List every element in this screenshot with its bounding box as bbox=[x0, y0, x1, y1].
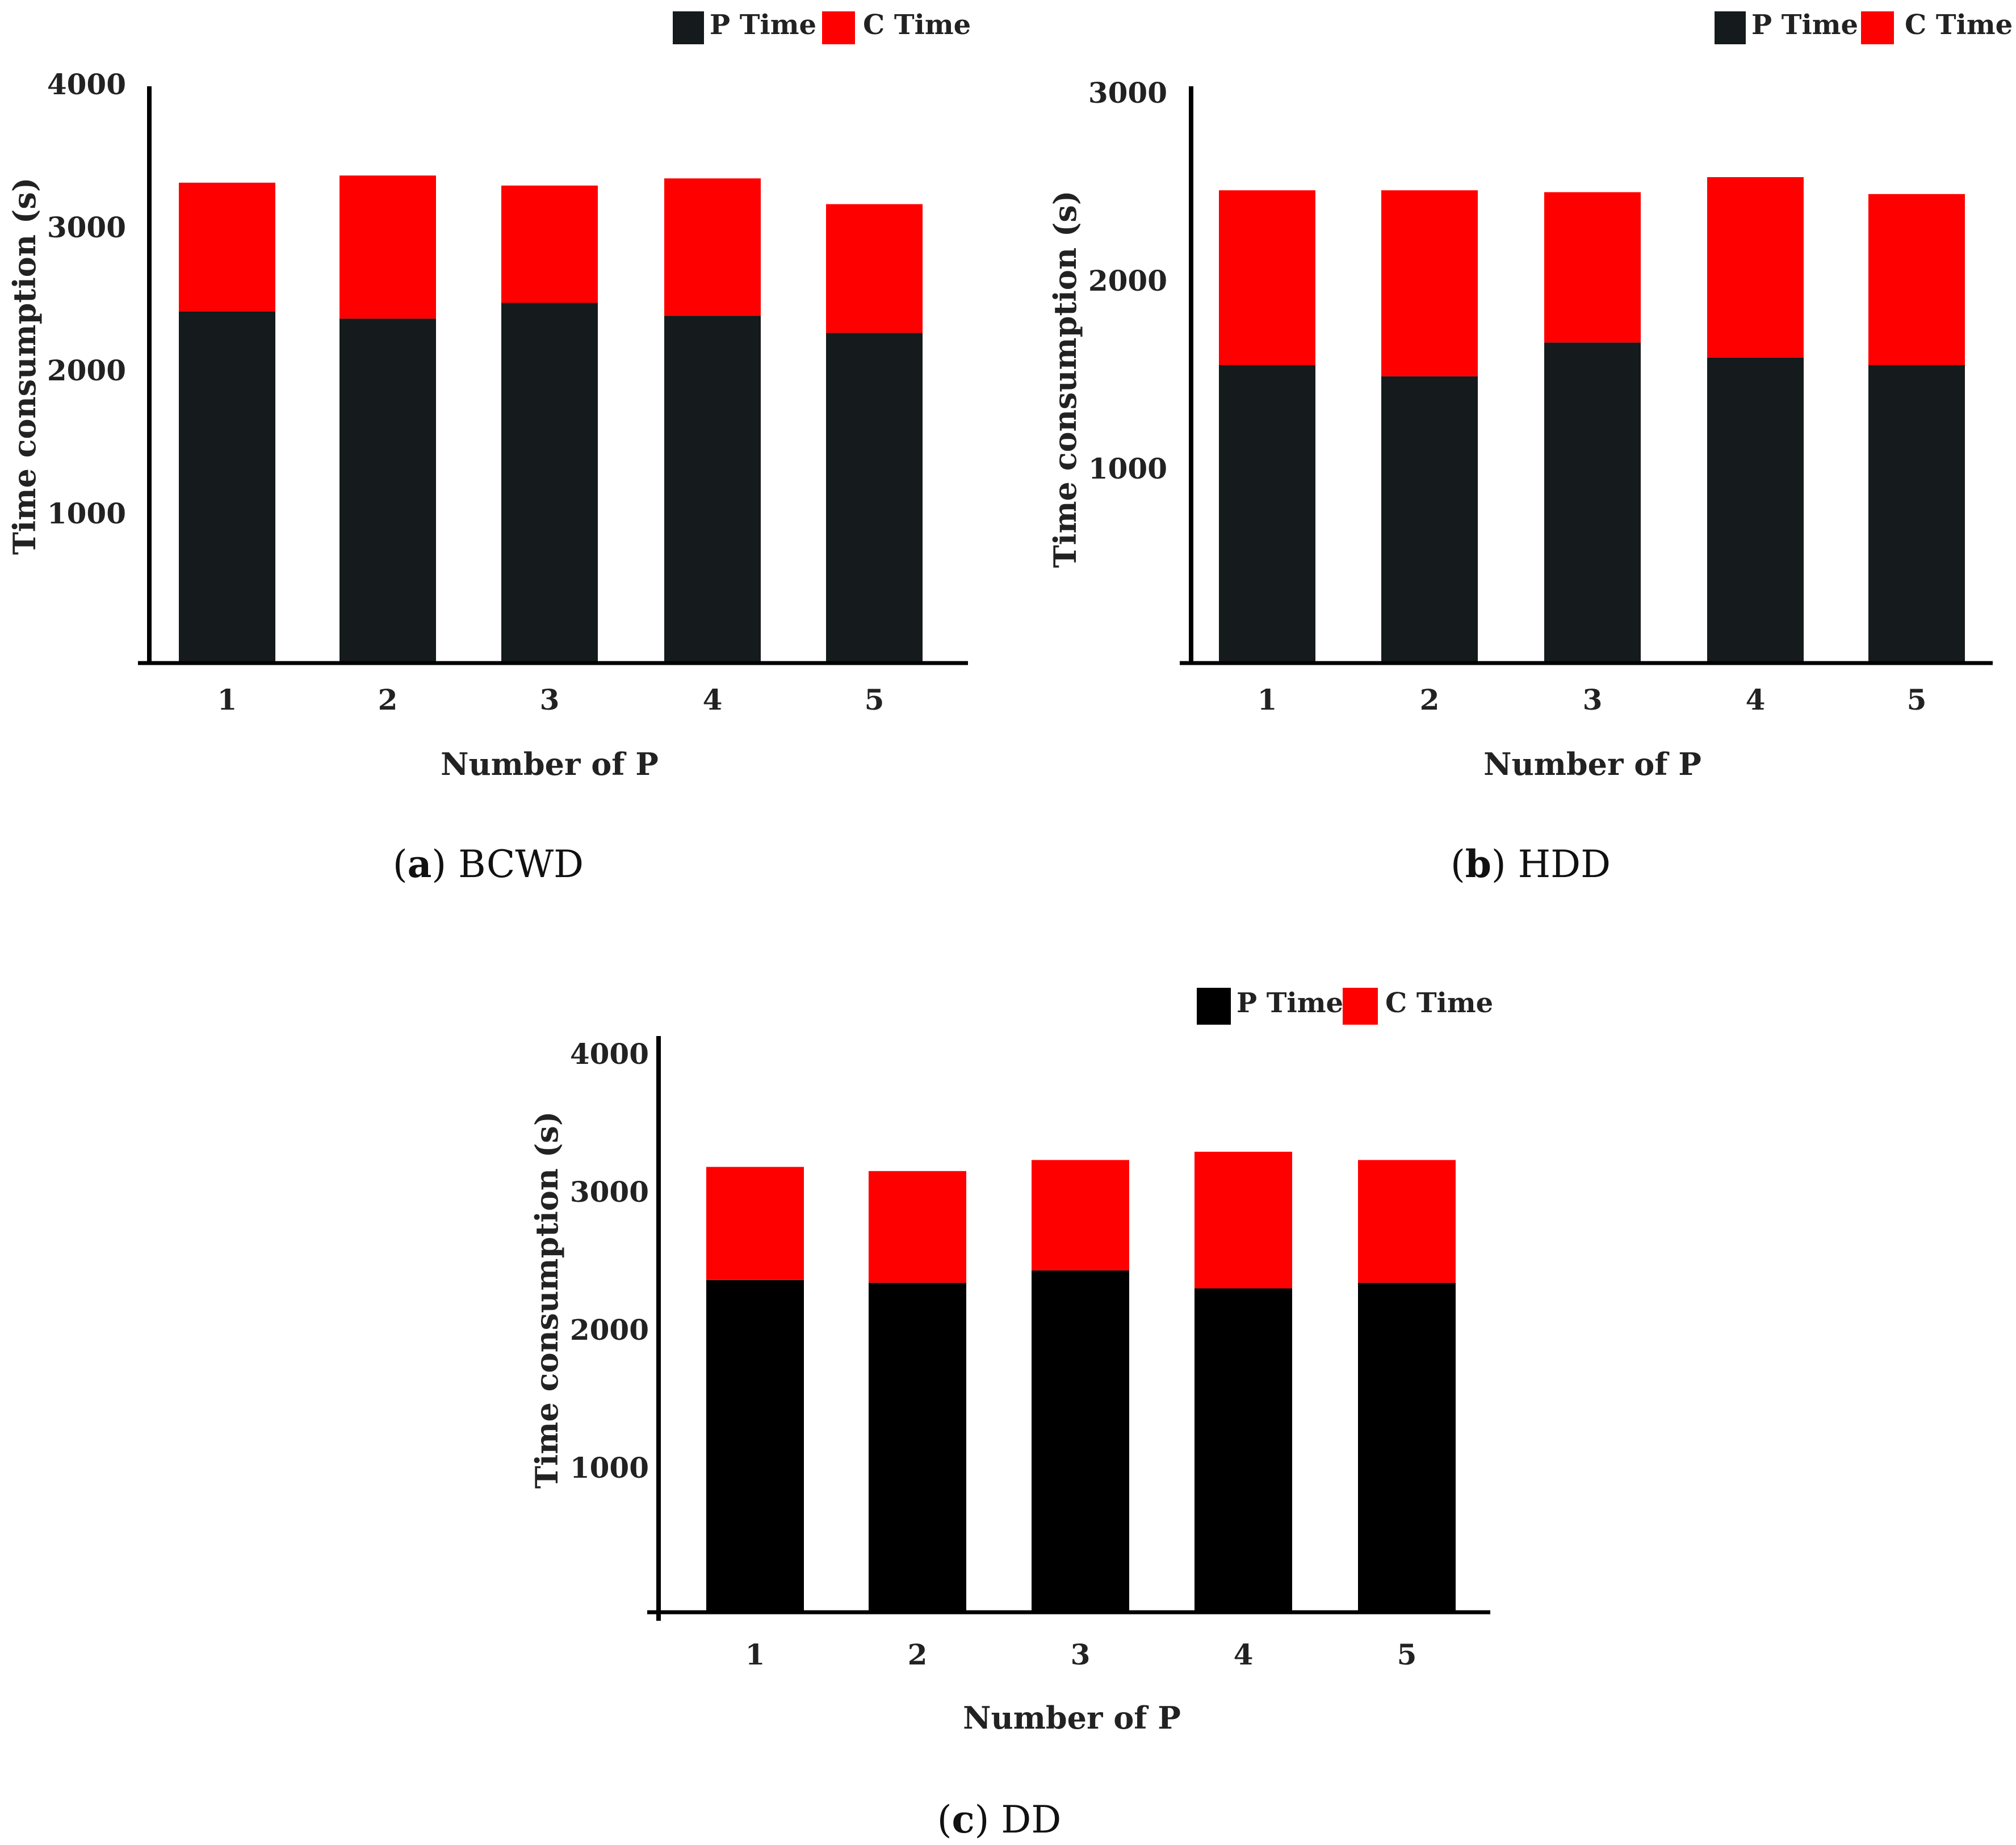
chart-c-x-tick-3: 3 bbox=[1071, 1638, 1091, 1671]
chart-c-bar-p-5 bbox=[1358, 1282, 1456, 1611]
chart-b-bar-p-2 bbox=[1381, 376, 1478, 662]
chart-b-y-tick-1000: 1000 bbox=[1088, 452, 1167, 485]
chart-a-bar-p-4 bbox=[664, 316, 761, 662]
chart-c-caption: (c) DD bbox=[937, 1797, 1062, 1842]
chart-a-legend-swatch-c bbox=[822, 11, 855, 44]
chart-c-y-tick-4000: 4000 bbox=[570, 1037, 649, 1071]
chart-a-x-tick-3: 3 bbox=[540, 683, 560, 716]
chart-a-y-tick-2000: 2000 bbox=[47, 354, 126, 387]
chart-a-legend-swatch-p bbox=[673, 11, 704, 44]
chart-a-x-tick-5: 5 bbox=[865, 683, 885, 716]
chart-b-x-tick-5: 5 bbox=[1907, 683, 1927, 716]
chart-c-bar-p-3 bbox=[1032, 1270, 1129, 1611]
chart-b-x-tick-3: 3 bbox=[1583, 683, 1603, 716]
chart-a-bar-c-3 bbox=[501, 185, 598, 303]
chart-b-bar-p-5 bbox=[1868, 365, 1965, 662]
chart-a-bar-c-4 bbox=[664, 178, 761, 316]
chart-c-y-tick-2000: 2000 bbox=[570, 1313, 649, 1347]
chart-a-bar-p-2 bbox=[340, 318, 436, 662]
chart-b-legend-label-p: P Time bbox=[1751, 9, 1858, 41]
chart-c-legend-label-c: C Time bbox=[1385, 987, 1493, 1019]
chart-a-x-ticks: 1 2 3 4 5 bbox=[217, 683, 885, 716]
chart-c-x-ticks: 1 2 3 4 5 bbox=[745, 1638, 1417, 1671]
chart-b-caption: (b) HDD bbox=[1451, 842, 1611, 886]
chart-b-x-tick-2: 2 bbox=[1420, 683, 1440, 716]
chart-c-y-tick-3000: 3000 bbox=[570, 1175, 649, 1209]
chart-a-x-tick-2: 2 bbox=[378, 683, 398, 716]
chart-b-x-tick-4: 4 bbox=[1746, 683, 1766, 716]
chart-b-bar-p-1 bbox=[1219, 365, 1315, 662]
chart-b-hdd: P Time C Time 1000 2000 3000 1 2 3 4 5 Time co… bbox=[1047, 9, 2013, 886]
chart-c-x-tick-5: 5 bbox=[1397, 1638, 1417, 1671]
chart-b-x-tick-1: 1 bbox=[1258, 683, 1277, 716]
chart-c-x-tick-2: 2 bbox=[908, 1638, 928, 1671]
chart-c-y-ticks: 1000 2000 3000 4000 bbox=[570, 1037, 649, 1485]
chart-b-caption-letter: b bbox=[1465, 842, 1491, 886]
chart-a-y-tick-1000: 1000 bbox=[47, 497, 126, 530]
chart-c-bars bbox=[706, 1151, 1456, 1611]
chart-c-y-label: Time consumption (s) bbox=[529, 1112, 565, 1489]
chart-a-y-tick-3000: 3000 bbox=[47, 211, 126, 244]
chart-c-y-tick-1000: 1000 bbox=[570, 1451, 649, 1485]
chart-b-caption-text: HDD bbox=[1518, 842, 1611, 886]
chart-b-y-ticks: 1000 2000 3000 bbox=[1088, 76, 1167, 485]
chart-a-caption-letter: a bbox=[408, 842, 432, 886]
chart-c-bar-c-5 bbox=[1358, 1160, 1456, 1283]
chart-c-legend-swatch-c bbox=[1343, 988, 1378, 1025]
chart-a-bars bbox=[179, 175, 923, 662]
chart-c-bar-p-2 bbox=[869, 1282, 966, 1611]
chart-a-y-ticks: 1000 2000 3000 4000 bbox=[47, 68, 126, 530]
chart-b-legend-swatch-c bbox=[1861, 11, 1894, 44]
chart-a-bar-c-5 bbox=[826, 204, 923, 333]
chart-c-bar-p-1 bbox=[706, 1280, 804, 1611]
chart-a-bar-p-5 bbox=[826, 333, 923, 662]
chart-a-bar-p-1 bbox=[179, 311, 275, 662]
chart-a-x-tick-1: 1 bbox=[217, 683, 237, 716]
chart-b-bars bbox=[1219, 177, 1965, 662]
chart-a-bar-p-3 bbox=[501, 303, 598, 662]
chart-a-y-tick-4000: 4000 bbox=[47, 68, 126, 101]
chart-b-bar-c-2 bbox=[1381, 190, 1478, 376]
chart-b-bar-c-3 bbox=[1544, 192, 1641, 343]
chart-b-legend-label-c: C Time bbox=[1905, 9, 2013, 41]
chart-c-legend-label-p: P Time bbox=[1237, 987, 1343, 1019]
chart-c-caption-text: DD bbox=[1001, 1798, 1061, 1842]
chart-a-legend-label-c: C Time bbox=[863, 9, 971, 41]
chart-b-y-label: Time consumption (s) bbox=[1047, 191, 1083, 568]
chart-a-bcwd: P Time C Time 1000 2000 3000 4000 1 2 3 4 5 Tim… bbox=[6, 9, 971, 886]
chart-b-y-tick-3000: 3000 bbox=[1088, 76, 1167, 110]
chart-b-bar-p-3 bbox=[1544, 342, 1641, 662]
chart-c-bar-c-3 bbox=[1032, 1160, 1129, 1270]
chart-a-y-label: Time consumption (s) bbox=[6, 178, 43, 555]
chart-c-bar-c-4 bbox=[1194, 1151, 1292, 1289]
chart-a-legend: P Time C Time bbox=[673, 9, 971, 44]
chart-b-x-ticks: 1 2 3 4 5 bbox=[1258, 683, 1927, 716]
chart-c-x-tick-4: 4 bbox=[1234, 1638, 1254, 1671]
chart-b-bar-c-1 bbox=[1219, 190, 1315, 366]
chart-c-bar-p-4 bbox=[1194, 1288, 1292, 1611]
chart-b-bar-p-4 bbox=[1707, 357, 1804, 662]
chart-c-dd: P Time C Time 1000 2000 3000 4000 1 2 3 4 5 Tim… bbox=[529, 987, 1493, 1842]
chart-a-x-label: Number of P bbox=[441, 746, 659, 782]
chart-a-caption-text: BCWD bbox=[458, 842, 584, 886]
chart-b-y-tick-2000: 2000 bbox=[1088, 264, 1167, 297]
chart-c-bar-c-2 bbox=[869, 1171, 966, 1283]
chart-b-bar-c-4 bbox=[1707, 177, 1804, 358]
chart-c-bar-c-1 bbox=[706, 1167, 804, 1280]
chart-b-legend-swatch-p bbox=[1715, 11, 1746, 44]
chart-c-legend-swatch-p bbox=[1197, 988, 1231, 1025]
chart-a-caption: (a) BCWD bbox=[393, 842, 584, 886]
chart-b-legend: P Time C Time bbox=[1715, 9, 2013, 44]
chart-a-bar-c-1 bbox=[179, 182, 275, 312]
chart-b-bar-c-5 bbox=[1868, 194, 1965, 366]
chart-c-caption-letter: c bbox=[952, 1797, 974, 1842]
chart-a-bar-c-2 bbox=[340, 175, 436, 319]
chart-c-x-label: Number of P bbox=[963, 1700, 1181, 1736]
chart-a-x-tick-4: 4 bbox=[703, 683, 723, 716]
chart-c-x-tick-1: 1 bbox=[745, 1638, 765, 1671]
chart-a-legend-label-p: P Time bbox=[710, 9, 816, 41]
chart-b-x-label: Number of P bbox=[1483, 746, 1701, 782]
chart-c-legend: P Time C Time bbox=[1197, 987, 1493, 1025]
